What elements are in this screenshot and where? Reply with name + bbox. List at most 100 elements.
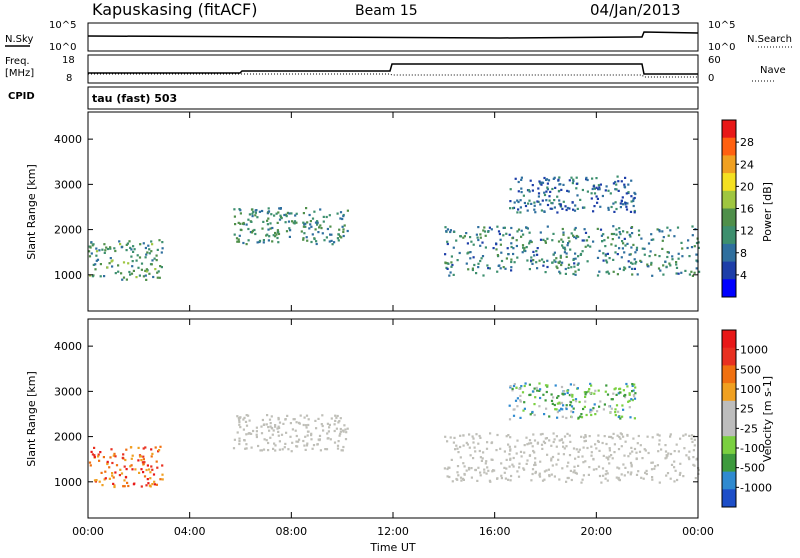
echo-cell [643, 247, 646, 250]
echo-cell [475, 272, 478, 275]
echo-cell [572, 179, 575, 183]
echo-cell [667, 452, 670, 455]
echo-cell [616, 273, 619, 276]
echo-cell [690, 434, 694, 437]
echo-cell [302, 212, 305, 215]
echo-cell [638, 233, 641, 237]
colorbar-swatch [722, 330, 736, 349]
echo-cell [633, 211, 636, 214]
echo-cell [658, 443, 661, 446]
colorbar-swatch [722, 418, 736, 437]
beam-title: Beam 15 [355, 3, 418, 19]
echo-cell [110, 448, 113, 451]
echo-cell [148, 484, 151, 487]
echo-cell [605, 185, 608, 188]
echo-cell [558, 261, 561, 265]
echo-cell [146, 251, 149, 254]
echo-cell [573, 262, 576, 265]
echo-cell [577, 268, 580, 271]
echo-cell [447, 262, 450, 265]
echo-cell [456, 465, 460, 468]
echo-cell [487, 267, 490, 270]
echo-cell [530, 479, 533, 482]
echo-cell [273, 214, 276, 217]
echo-cell [323, 239, 326, 242]
echo-cell [479, 233, 482, 236]
echo-cell [329, 225, 332, 228]
echo-cell [621, 415, 624, 418]
echo-cell [480, 257, 483, 260]
echo-cell [308, 227, 311, 230]
y-tick-label: 4000 [54, 133, 82, 146]
echo-cell [666, 226, 669, 229]
echo-cell [602, 233, 605, 236]
echo-cell [574, 398, 578, 401]
echo-cell [569, 383, 572, 386]
echo-cell [615, 188, 618, 191]
echo-cell [276, 427, 279, 430]
echo-cell [308, 213, 311, 217]
echo-cell [633, 267, 636, 270]
echo-cell [277, 232, 281, 236]
echo-cell [465, 441, 468, 444]
echo-cell [99, 275, 102, 278]
echo-cell [592, 407, 595, 410]
echo-cell [534, 461, 537, 464]
echo-cell [580, 416, 584, 419]
echo-cell [108, 477, 111, 480]
echo-cell [113, 452, 116, 455]
x-tick-label: 00:00 [72, 525, 104, 538]
echo-cell [284, 442, 287, 445]
echo-cell [496, 433, 499, 437]
echo-cell [673, 480, 676, 483]
echo-cell [274, 444, 277, 447]
echo-cell [488, 267, 491, 270]
echo-cell [575, 176, 578, 179]
echo-cell [548, 439, 551, 442]
echo-cell [539, 460, 542, 463]
echo-cell [567, 263, 571, 266]
echo-cell [602, 252, 605, 255]
echo-cell [558, 439, 561, 442]
echo-cell [457, 474, 460, 477]
echo-cell [624, 203, 627, 206]
echo-cell [680, 241, 683, 244]
echo-cell [568, 454, 572, 457]
echo-cell [504, 267, 507, 270]
echo-cell [598, 249, 601, 252]
echo-cell [117, 264, 120, 267]
echo-cell [530, 259, 533, 262]
echo-cell [316, 443, 319, 446]
echo-cell [101, 484, 104, 487]
echo-cell [598, 405, 601, 408]
echo-cell [568, 207, 571, 210]
echo-cell [244, 420, 248, 423]
echo-cell [508, 445, 511, 448]
echo-cell [342, 445, 345, 449]
echo-cell [521, 251, 524, 254]
echo-cell [562, 445, 565, 448]
echo-cell [530, 256, 533, 259]
echo-cell [633, 395, 636, 398]
echo-cell [548, 195, 551, 198]
echo-cell [557, 458, 560, 461]
echo-cell [517, 228, 521, 231]
echo-cell [500, 251, 503, 254]
echo-cell [152, 473, 156, 476]
echo-cell [618, 231, 621, 234]
echo-cell [546, 182, 549, 185]
echo-cell [295, 212, 298, 215]
echo-cell [528, 393, 531, 397]
echo-cell [629, 461, 633, 464]
echo-cell [565, 255, 568, 258]
echo-cell [130, 457, 133, 460]
echo-cell [546, 188, 549, 191]
echo-cell [286, 211, 289, 214]
echo-cell [542, 260, 545, 264]
echo-cell [542, 440, 545, 443]
echo-cell [456, 447, 459, 450]
echo-cell [341, 225, 344, 228]
echo-cell [313, 210, 316, 213]
echo-cell [635, 451, 638, 454]
echo-cell [545, 190, 548, 193]
